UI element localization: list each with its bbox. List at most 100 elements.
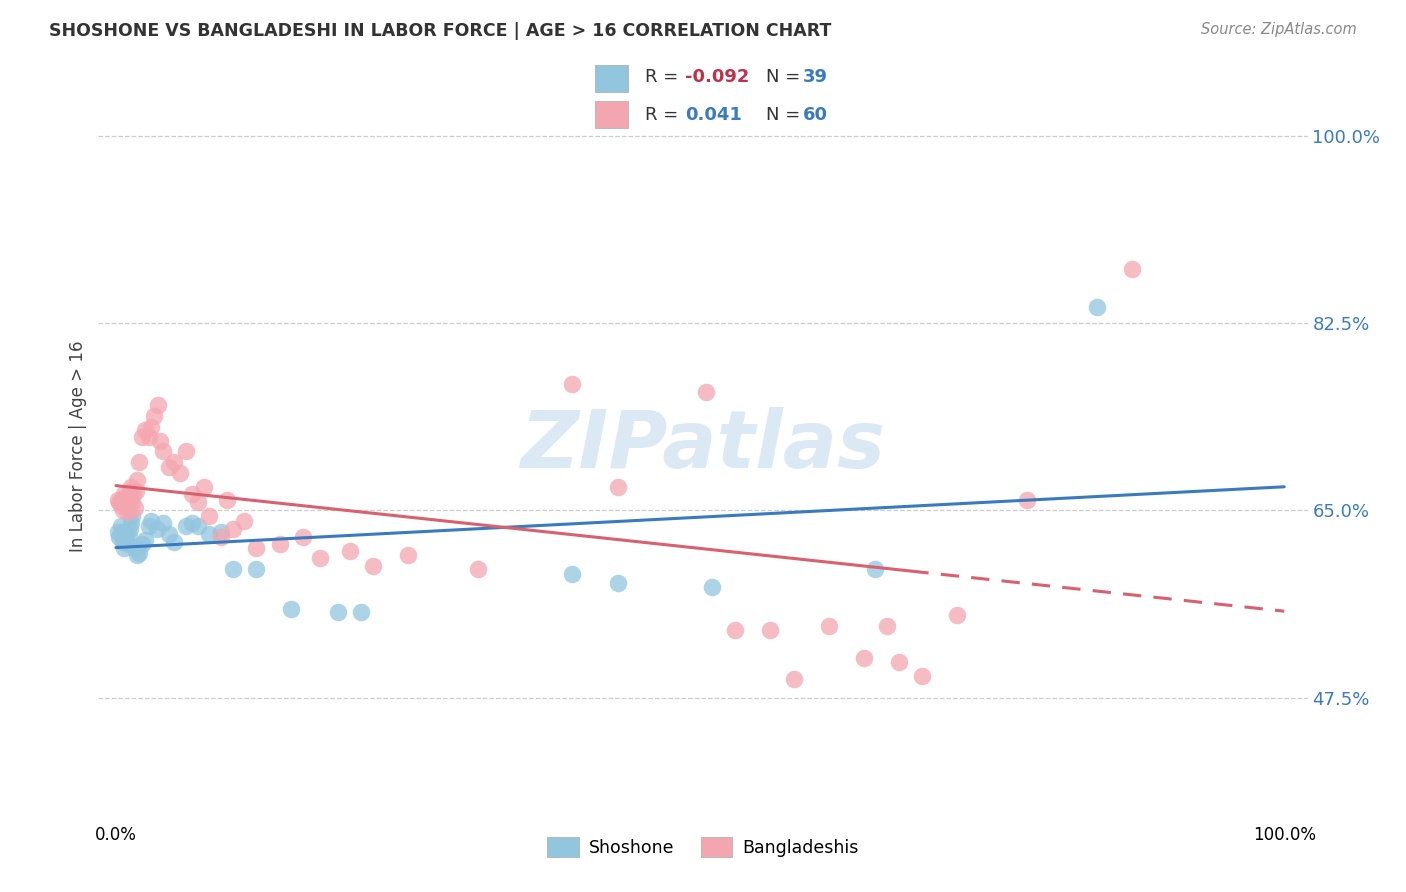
Point [193, 480, 215, 494]
Point [350, 605, 373, 619]
Text: SHOSHONE VS BANGLADESHI IN LABOR FORCE | AGE > 16 CORRELATION CHART: SHOSHONE VS BANGLADESHI IN LABOR FORCE |… [49, 22, 831, 40]
Point [125, 548, 148, 562]
Point [309, 551, 332, 566]
Point [157, 460, 180, 475]
Point [118, 530, 141, 544]
Point [139, 419, 162, 434]
Point [180, 516, 202, 530]
Point [146, 523, 169, 537]
Bar [595, 64, 628, 92]
Point [233, 514, 256, 528]
Y-axis label: In Labor Force | Age > 16: In Labor Force | Age > 16 [69, 340, 87, 552]
Point [607, 576, 630, 591]
Point [865, 562, 887, 576]
Point [163, 535, 186, 549]
Point [149, 434, 172, 448]
Point [1085, 300, 1108, 314]
Point [125, 473, 148, 487]
Point [180, 487, 202, 501]
Point [887, 655, 910, 669]
Point [134, 423, 156, 437]
Point [146, 398, 169, 412]
Point [222, 523, 245, 537]
Point [114, 494, 136, 508]
Point [114, 526, 136, 541]
Point [700, 580, 723, 594]
Point [118, 523, 141, 537]
Point [1017, 492, 1039, 507]
Text: N =: N = [766, 105, 806, 123]
Point [118, 483, 141, 498]
Text: R =: R = [645, 69, 685, 87]
Point [152, 516, 174, 530]
Point [187, 494, 209, 508]
Point [280, 601, 302, 615]
Text: -0.092: -0.092 [685, 69, 749, 87]
Text: 60: 60 [803, 105, 828, 123]
Text: 39: 39 [803, 69, 828, 87]
Point [125, 483, 148, 498]
Point [245, 562, 267, 576]
Bar [595, 101, 628, 128]
Legend: Shoshone, Bangladeshis: Shoshone, Bangladeshis [540, 830, 866, 864]
Point [157, 526, 180, 541]
Point [138, 430, 160, 444]
Point [111, 524, 134, 539]
Point [120, 480, 142, 494]
Point [120, 516, 142, 530]
Point [139, 514, 162, 528]
Point [291, 530, 314, 544]
Point [124, 501, 146, 516]
Point [107, 524, 129, 539]
Point [111, 503, 134, 517]
Point [131, 430, 153, 444]
Point [174, 444, 197, 458]
Point [852, 651, 875, 665]
Point [152, 444, 174, 458]
Point [467, 562, 489, 576]
Text: R =: R = [645, 105, 690, 123]
Point [695, 385, 717, 400]
Point [138, 519, 160, 533]
Point [326, 605, 349, 619]
Point [245, 541, 267, 555]
Point [269, 537, 291, 551]
Point [110, 498, 132, 512]
Point [131, 537, 153, 551]
Text: N =: N = [766, 69, 806, 87]
Point [724, 623, 747, 637]
Text: Source: ZipAtlas.com: Source: ZipAtlas.com [1201, 22, 1357, 37]
Point [117, 505, 139, 519]
Point [115, 533, 138, 548]
Point [561, 567, 583, 582]
Point [143, 409, 166, 423]
Point [759, 623, 782, 637]
Point [117, 537, 139, 551]
Point [121, 494, 143, 508]
Point [134, 533, 156, 548]
Point [911, 669, 934, 683]
Point [782, 673, 804, 687]
Point [339, 544, 361, 558]
Point [946, 608, 969, 623]
Point [361, 558, 384, 573]
Point [121, 508, 143, 523]
Point [108, 530, 131, 544]
Point [115, 491, 138, 505]
Point [128, 455, 150, 469]
Point [111, 492, 134, 507]
Point [174, 519, 197, 533]
Point [817, 619, 839, 633]
Point [128, 546, 150, 560]
Text: ZIPatlas: ZIPatlas [520, 407, 886, 485]
Point [215, 492, 238, 507]
Point [107, 492, 129, 507]
Point [112, 541, 135, 555]
Point [108, 494, 131, 508]
Point [198, 508, 221, 523]
Point [561, 376, 583, 391]
Text: 0.041: 0.041 [685, 105, 741, 123]
Point [118, 498, 141, 512]
Point [111, 535, 134, 549]
Point [198, 526, 221, 541]
